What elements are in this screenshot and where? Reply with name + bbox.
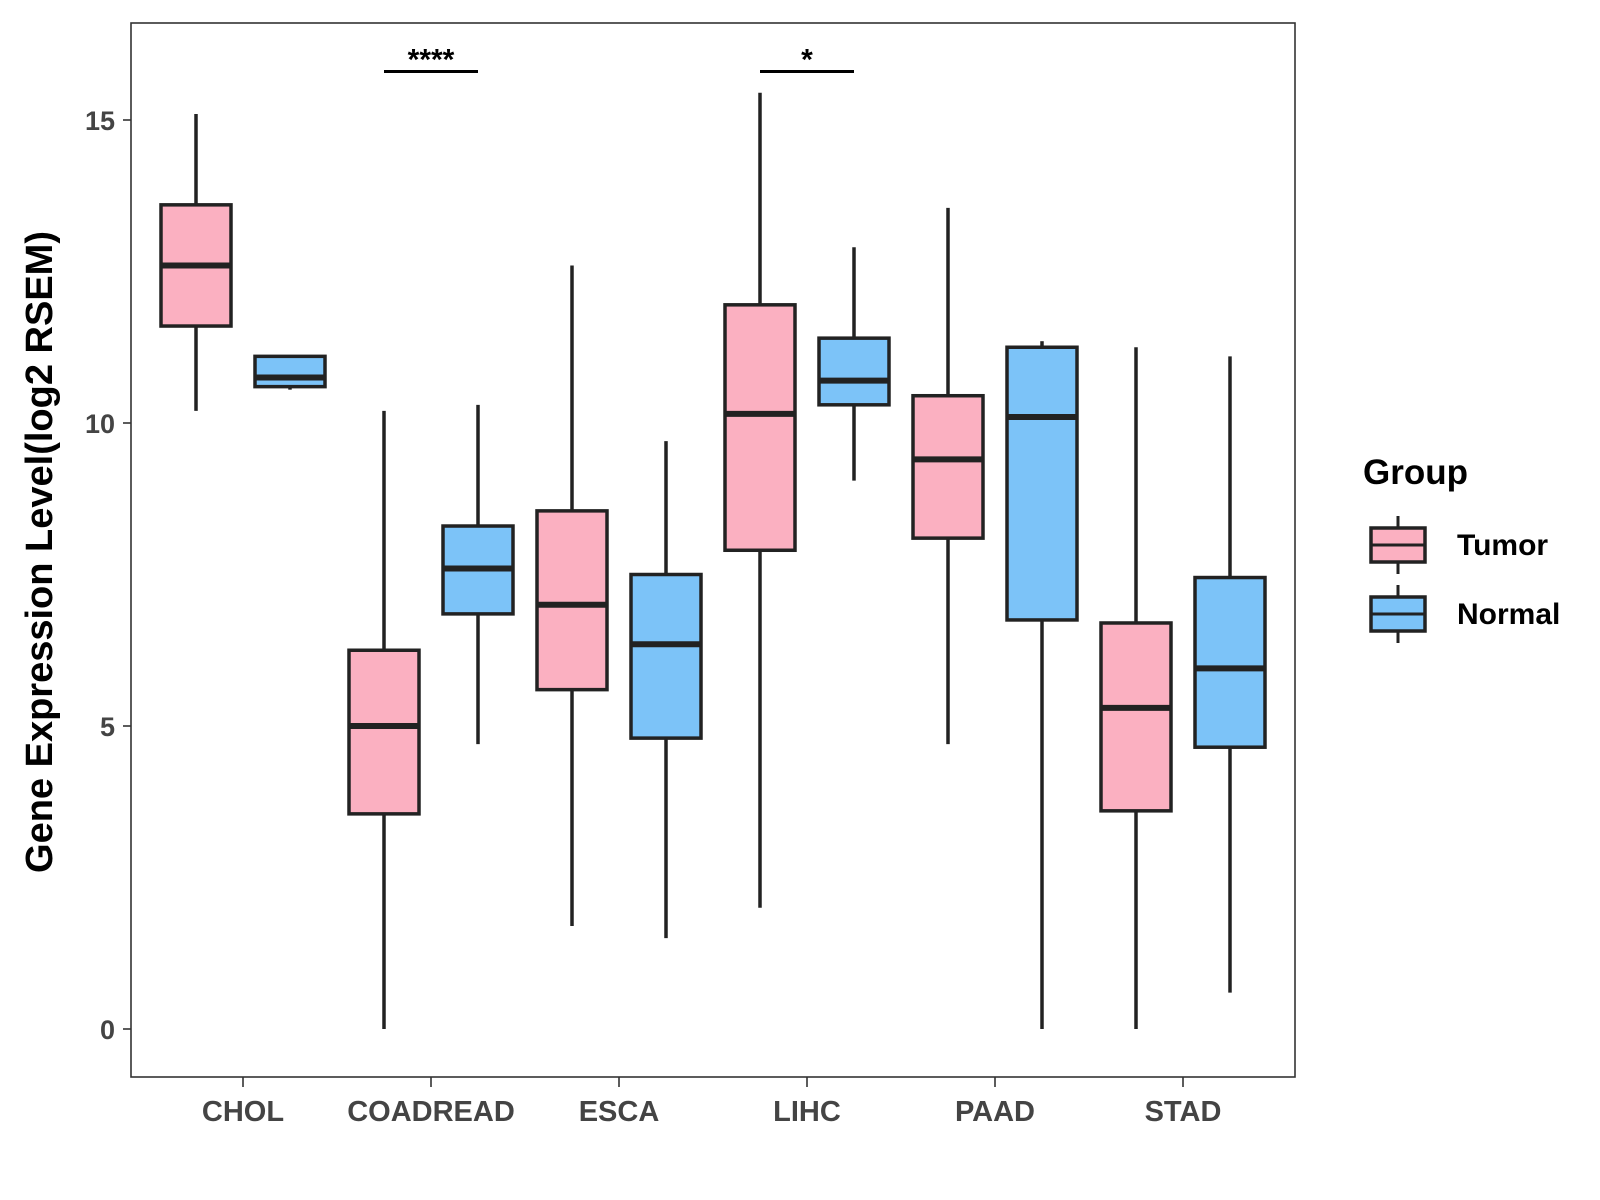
box-iqr [1005, 345, 1079, 622]
box-iqr [535, 509, 609, 692]
tumor-box-paad [911, 207, 985, 745]
tumor-box-esca [535, 265, 609, 926]
tumor-box-lihc [723, 92, 797, 908]
normal-box-coadread [441, 404, 515, 745]
y-tick-label: 0 [100, 1015, 115, 1045]
y-tick-label: 15 [85, 106, 115, 136]
box-iqr [1193, 575, 1267, 749]
legend-title: Group [1363, 453, 1468, 492]
x-tick-label: STAD [1145, 1096, 1222, 1128]
x-tick-label: PAAD [955, 1096, 1035, 1128]
significance-annotations: **** * [384, 44, 854, 77]
tumor-box-chol [159, 113, 233, 411]
x-tick-label: COADREAD [347, 1096, 515, 1128]
legend-label-normal: Normal [1457, 598, 1560, 631]
box-iqr [817, 336, 891, 407]
normal-box-paad [1005, 341, 1079, 1029]
significance-label: **** [408, 44, 455, 77]
box-iqr [253, 354, 327, 389]
box-iqr [347, 648, 421, 816]
box-iqr [723, 303, 797, 553]
box-series [159, 92, 1267, 1029]
tumor-box-coadread [347, 410, 421, 1029]
y-axis: 0 5 10 15 [85, 106, 131, 1045]
tumor-box-stad [1099, 347, 1173, 1029]
box-iqr [629, 572, 703, 740]
legend: Group Tumor Normal [1363, 453, 1560, 643]
normal-box-chol [253, 354, 327, 390]
box-iqr [1099, 621, 1173, 813]
normal-box-lihc [817, 247, 891, 481]
y-axis-title: Gene Expression Level(log2 RSEM) [19, 231, 61, 873]
legend-label-tumor: Tumor [1457, 529, 1548, 562]
box-iqr [911, 393, 985, 540]
plot-panel-border [130, 22, 1296, 1078]
x-tick-label: ESCA [579, 1096, 660, 1128]
y-tick-label: 10 [85, 409, 115, 439]
normal-box-stad [1193, 356, 1267, 993]
significance-label: * [801, 44, 813, 77]
normal-box-esca [629, 441, 703, 939]
x-tick-label: CHOL [202, 1096, 284, 1128]
x-axis: CHOL COADREAD ESCA LIHC PAAD STAD [202, 1077, 1221, 1128]
x-tick-label: LIHC [773, 1096, 841, 1128]
legend-key-normal [1369, 585, 1427, 643]
legend-key-tumor [1369, 516, 1427, 574]
y-tick-label: 5 [100, 712, 115, 742]
